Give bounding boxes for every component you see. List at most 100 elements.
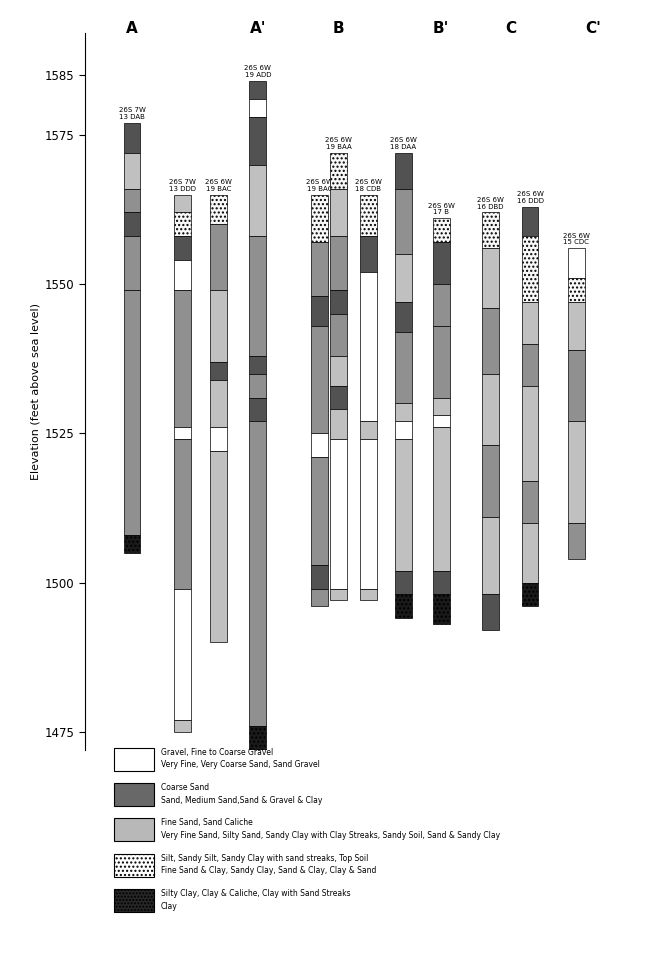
Bar bbox=[210, 224, 227, 290]
Bar bbox=[568, 421, 585, 522]
Bar bbox=[124, 123, 140, 153]
Bar bbox=[395, 302, 411, 331]
Bar bbox=[482, 594, 499, 630]
Bar bbox=[330, 439, 347, 588]
Bar bbox=[482, 308, 499, 373]
Bar bbox=[250, 355, 266, 373]
Bar bbox=[433, 415, 450, 427]
Text: C: C bbox=[505, 21, 516, 36]
Bar bbox=[330, 355, 347, 386]
Bar bbox=[250, 99, 266, 117]
Bar bbox=[395, 331, 411, 403]
Text: 26S 6W
18 CDB: 26S 6W 18 CDB bbox=[355, 179, 382, 192]
Bar bbox=[174, 260, 190, 290]
Text: 26S 6W
16 DDD: 26S 6W 16 DDD bbox=[517, 191, 543, 203]
Bar bbox=[311, 434, 328, 457]
Bar bbox=[174, 195, 190, 212]
Bar bbox=[210, 195, 227, 224]
Bar bbox=[360, 439, 377, 588]
Bar bbox=[250, 726, 266, 750]
Y-axis label: Elevation (feet above sea level): Elevation (feet above sea level) bbox=[30, 303, 40, 480]
Bar bbox=[522, 522, 538, 583]
Bar bbox=[124, 535, 140, 553]
Bar bbox=[210, 379, 227, 427]
Text: Coarse Sand: Coarse Sand bbox=[161, 783, 209, 792]
Bar bbox=[330, 588, 347, 601]
Bar bbox=[330, 236, 347, 290]
Text: 26S 6W
16 DBD: 26S 6W 16 DBD bbox=[477, 197, 504, 209]
Bar bbox=[360, 272, 377, 421]
Bar bbox=[250, 421, 266, 726]
Bar bbox=[250, 117, 266, 164]
Bar bbox=[210, 427, 227, 451]
Bar bbox=[433, 219, 450, 243]
Bar bbox=[330, 386, 347, 410]
Bar bbox=[568, 350, 585, 421]
Text: 26S 6W
17 B: 26S 6W 17 B bbox=[428, 202, 454, 216]
Bar bbox=[433, 243, 450, 284]
Bar bbox=[522, 386, 538, 481]
Bar bbox=[395, 153, 411, 188]
Bar bbox=[360, 421, 377, 439]
Text: Very Fine, Very Coarse Sand, Sand Gravel: Very Fine, Very Coarse Sand, Sand Gravel bbox=[161, 760, 319, 769]
Text: 26S 6W
19 BAC: 26S 6W 19 BAC bbox=[205, 179, 232, 192]
Text: 26S 6W
19 BAA: 26S 6W 19 BAA bbox=[326, 138, 352, 150]
Text: Fine Sand, Sand Caliche: Fine Sand, Sand Caliche bbox=[161, 818, 252, 827]
Bar bbox=[311, 296, 328, 326]
Bar bbox=[522, 236, 538, 302]
Bar bbox=[482, 212, 499, 248]
Bar bbox=[330, 410, 347, 439]
Bar bbox=[482, 373, 499, 445]
Bar bbox=[522, 344, 538, 386]
Bar bbox=[568, 522, 585, 559]
Bar bbox=[330, 290, 347, 314]
Bar bbox=[124, 290, 140, 535]
Bar bbox=[522, 302, 538, 344]
Bar bbox=[395, 594, 411, 618]
Bar bbox=[124, 236, 140, 290]
Bar bbox=[522, 206, 538, 236]
Bar bbox=[210, 362, 227, 379]
Bar bbox=[360, 236, 377, 272]
Text: B': B' bbox=[433, 21, 449, 36]
Bar bbox=[250, 164, 266, 236]
Bar bbox=[174, 290, 190, 427]
Bar bbox=[433, 570, 450, 594]
Text: 26S 6W
19 BAC: 26S 6W 19 BAC bbox=[306, 179, 333, 192]
Text: Sand, Medium Sand,Sand & Gravel & Clay: Sand, Medium Sand,Sand & Gravel & Clay bbox=[161, 796, 322, 804]
Text: A: A bbox=[126, 21, 138, 36]
Text: Gravel, Fine to Coarse Gravel: Gravel, Fine to Coarse Gravel bbox=[161, 748, 273, 756]
Text: 26S 6W
18 DAA: 26S 6W 18 DAA bbox=[390, 138, 417, 150]
Bar bbox=[174, 236, 190, 260]
Bar bbox=[568, 248, 585, 278]
Bar bbox=[395, 421, 411, 439]
Bar bbox=[311, 457, 328, 564]
Bar bbox=[482, 517, 499, 594]
Bar bbox=[311, 564, 328, 588]
Bar bbox=[433, 594, 450, 625]
Bar bbox=[330, 153, 347, 188]
Text: B: B bbox=[333, 21, 344, 36]
Bar bbox=[482, 445, 499, 517]
Text: 26S 6W
15 CDC: 26S 6W 15 CDC bbox=[563, 233, 590, 245]
Bar bbox=[210, 290, 227, 362]
Text: Clay: Clay bbox=[161, 902, 177, 910]
Text: 26S 7W
13 DAB: 26S 7W 13 DAB bbox=[118, 107, 146, 120]
Bar bbox=[433, 326, 450, 397]
Bar bbox=[433, 397, 450, 415]
Text: C': C' bbox=[585, 21, 601, 36]
Bar bbox=[250, 397, 266, 421]
Bar bbox=[360, 195, 377, 236]
Bar bbox=[522, 583, 538, 606]
Bar bbox=[395, 570, 411, 594]
Bar bbox=[395, 403, 411, 421]
Bar bbox=[433, 284, 450, 326]
Text: Silty Clay, Clay & Caliche, Clay with Sand Streaks: Silty Clay, Clay & Caliche, Clay with Sa… bbox=[161, 889, 350, 898]
Bar bbox=[124, 188, 140, 212]
Bar bbox=[395, 439, 411, 570]
Bar bbox=[174, 588, 190, 720]
Bar bbox=[124, 153, 140, 188]
Bar bbox=[124, 212, 140, 236]
Bar bbox=[174, 439, 190, 588]
Bar bbox=[250, 373, 266, 397]
